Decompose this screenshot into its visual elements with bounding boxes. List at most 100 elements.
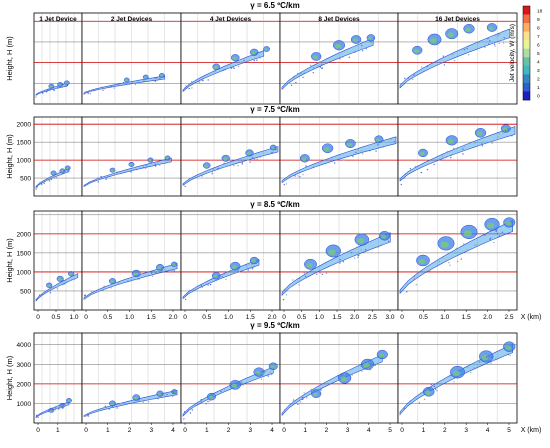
plume-particle — [51, 88, 53, 90]
plume-particle — [357, 254, 360, 257]
plume-thermal-core — [481, 355, 489, 361]
plume-thermal-core — [157, 266, 162, 270]
colorbar-tick-label: 4 — [537, 60, 540, 66]
plume-thermal-core — [381, 234, 387, 239]
plume-particle — [143, 80, 145, 83]
row-2: γ = 7.5 ºC/km Height, H (m) 500 1000 1500 200… — [5, 105, 518, 197]
plume-particle — [223, 162, 225, 165]
x-tick-label: 0 — [400, 314, 404, 321]
plume-particle — [283, 184, 285, 186]
plume-particle — [97, 181, 99, 183]
plume-particle — [166, 394, 168, 396]
x-tick-label: 1.0 — [315, 314, 324, 321]
plume-particle — [201, 172, 203, 174]
plume-particle — [496, 232, 499, 235]
plume-particle — [339, 262, 341, 264]
plume-particle — [498, 235, 500, 237]
y-tick-label: 2000 — [17, 381, 32, 388]
plume-particle — [427, 269, 430, 272]
colorbar-tick-label: 3 — [537, 68, 540, 74]
plume-body — [83, 390, 178, 418]
plume-particle — [35, 188, 38, 190]
plume-thermal-core — [363, 362, 370, 368]
plume-particle — [473, 367, 475, 369]
plume-particle — [38, 294, 41, 296]
plume-particle — [138, 399, 140, 401]
plume-body — [399, 28, 510, 89]
plume-particle — [466, 47, 468, 50]
plume-particle — [336, 61, 338, 63]
plume-particle — [251, 263, 253, 265]
panel-3-3: 0 0.5 1.0 1.5 2.0 — [180, 210, 281, 321]
x-tick-label: 0 — [36, 427, 40, 434]
colorbar-segment — [523, 23, 530, 32]
plume-particle — [303, 272, 305, 274]
plume-particle — [271, 151, 273, 154]
plume-particle — [86, 415, 88, 417]
panel-3-1: 0 0.5 1.0 — [33, 210, 83, 321]
plume-particle — [325, 272, 328, 274]
plume-body — [35, 168, 70, 189]
plume-particle — [382, 146, 385, 148]
plume-particle — [207, 284, 209, 286]
plume-body — [281, 354, 383, 416]
plume-particle — [127, 280, 129, 282]
plume-particle — [502, 132, 504, 134]
x-tick-label: 4 — [270, 427, 274, 434]
plume-particle — [253, 57, 256, 59]
plume-particle — [474, 142, 476, 144]
plume-particle — [464, 47, 466, 49]
plume-particle — [305, 165, 307, 167]
x-tick-label: 0.5 — [297, 314, 306, 321]
plume-particle — [451, 53, 454, 56]
plume-particle — [64, 83, 66, 85]
plume-thermal-core — [133, 272, 138, 276]
plume-particle — [393, 141, 395, 143]
plume-particle — [168, 161, 170, 164]
plume-particle — [56, 288, 58, 290]
plume-particle — [116, 407, 118, 409]
plume-particle — [58, 408, 60, 410]
plume-particle — [493, 241, 495, 244]
plume-particle — [365, 367, 368, 370]
plume-particle — [340, 374, 343, 376]
plume-particle — [290, 84, 293, 87]
plume-particle — [460, 258, 462, 260]
plume-particle — [409, 400, 411, 402]
x-tick-label: 2 — [443, 427, 447, 434]
plume-thermal-core — [270, 365, 275, 369]
plume-particle — [113, 173, 116, 176]
x-tick-label: 1.5 — [147, 314, 156, 321]
plume-thermal-core — [487, 222, 495, 229]
x-tick-label: 0 — [183, 314, 187, 321]
plume-particle — [406, 291, 408, 293]
plume-particle — [39, 181, 41, 183]
plume-particle — [403, 407, 405, 409]
plume-particle — [260, 378, 263, 380]
plume-particle — [370, 42, 372, 44]
panel-3-5: 0 0.5 1.0 1.5 2.0 2.5 — [397, 210, 518, 321]
plume-thermal-core — [124, 79, 128, 82]
plume-particle — [433, 385, 436, 387]
plume-particle — [200, 285, 202, 287]
colorbar-segment — [523, 6, 530, 15]
x-tick-label: 1 — [205, 427, 209, 434]
plume-particle — [478, 361, 481, 363]
plume-particle — [240, 381, 242, 383]
plume-particle — [350, 252, 353, 254]
colorbar-segment — [523, 48, 530, 58]
x-tick-label: 0 — [282, 314, 286, 321]
plume-particle — [413, 275, 416, 277]
plume-particle — [357, 256, 359, 259]
plume-particle — [37, 416, 39, 418]
plume-particle — [475, 244, 477, 246]
plume-particle — [225, 278, 227, 280]
plume-particle — [326, 62, 328, 64]
plume-particle — [35, 414, 38, 417]
panel-1-1: 1 Jet Device — [33, 12, 83, 105]
plume-particle — [147, 401, 150, 403]
plume-particle — [404, 173, 406, 175]
plume-particle — [118, 282, 120, 284]
x-tick-label: 1.5 — [462, 314, 471, 321]
